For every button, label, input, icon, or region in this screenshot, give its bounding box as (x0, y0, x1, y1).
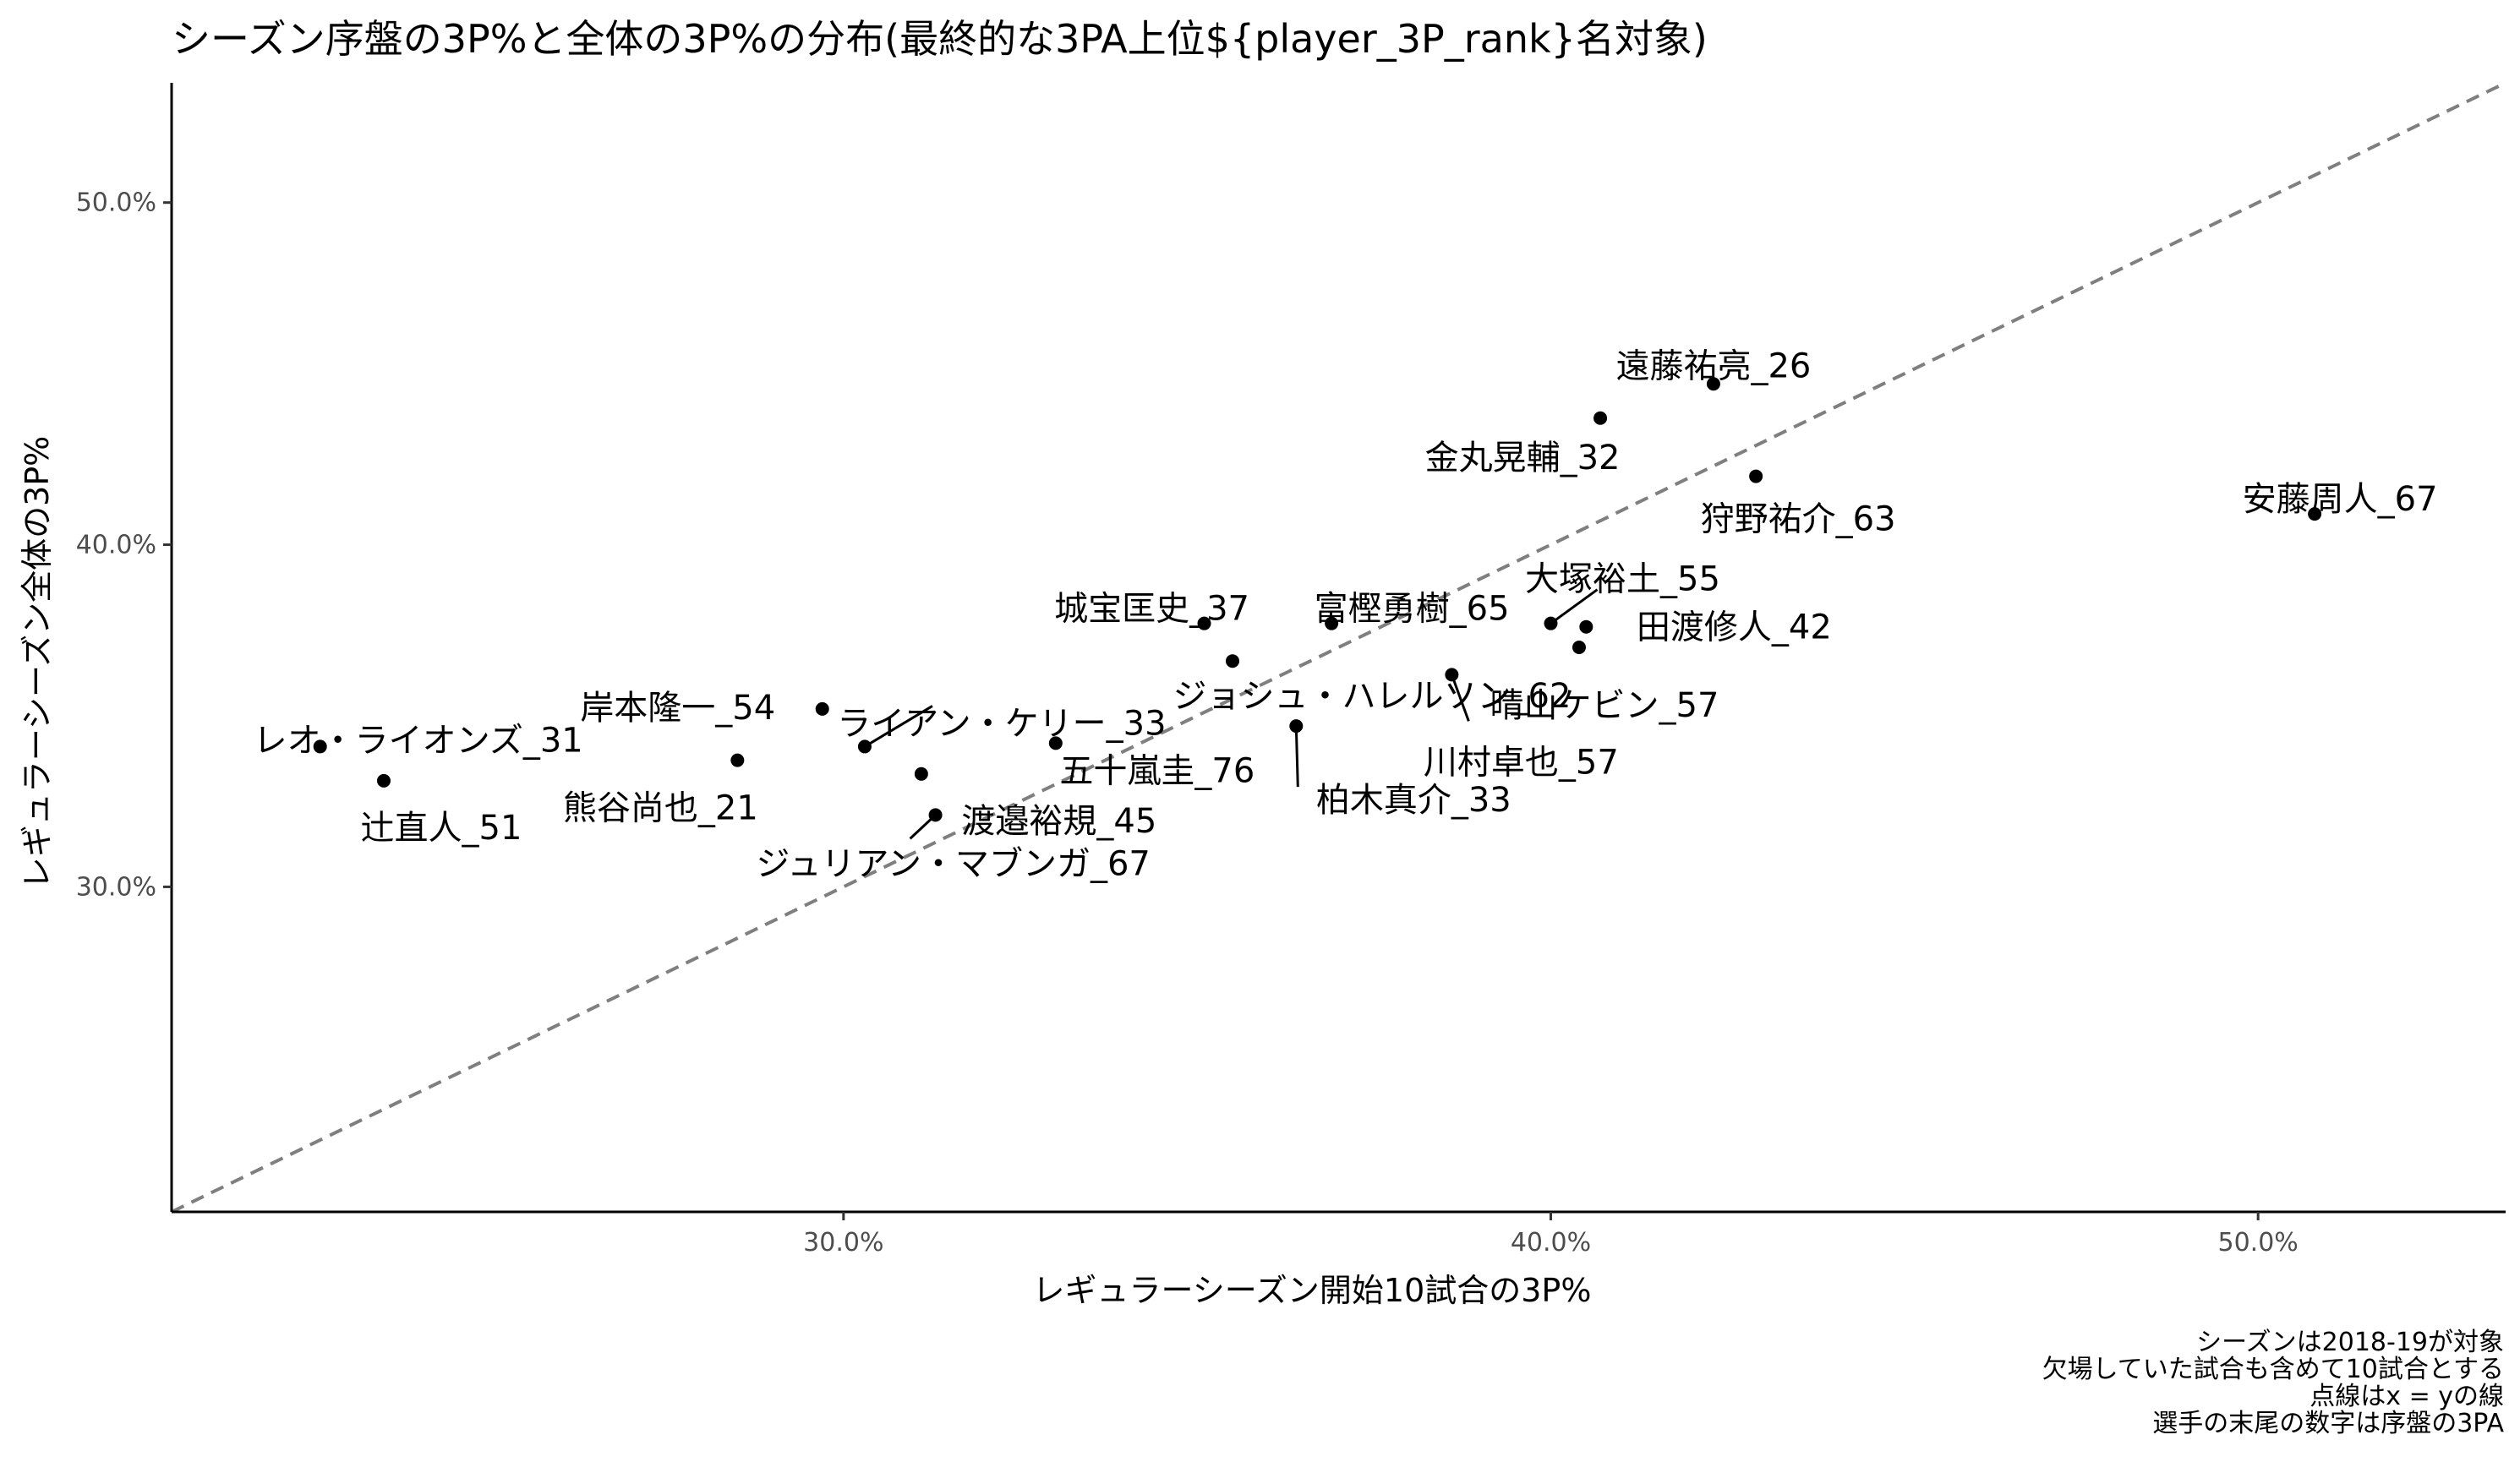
data-point-label: 金丸晃輔_32 (1425, 439, 1621, 477)
point-label-connector (864, 705, 933, 748)
data-point-label: 辻直人_51 (361, 809, 522, 848)
data-point (377, 773, 391, 788)
data-point-label: 熊谷尚也_21 (563, 789, 758, 828)
data-point-label: 柏木真介_33 (1316, 781, 1511, 820)
y-tick-label: 40.0% (76, 531, 156, 560)
data-point-label: 遠藤祐亮_26 (1615, 346, 1811, 385)
data-point (2308, 507, 2322, 521)
data-point-label: 岸本隆一_54 (580, 689, 775, 728)
data-point (1749, 469, 1763, 483)
data-point (1445, 668, 1459, 682)
data-point (1579, 619, 1593, 634)
data-point-label: 五十嵐圭_76 (1059, 751, 1255, 790)
x-tick-label: 40.0% (1511, 1228, 1591, 1258)
data-point-label: ジュリアン・マブンガ_67 (756, 844, 1151, 883)
x-tick-label: 50.0% (2218, 1228, 2299, 1258)
point-label-connector (1294, 726, 1299, 788)
y-tick-label: 50.0% (76, 188, 156, 218)
data-point (914, 767, 928, 781)
y-axis-title: レギュラーシーズン全体の3P% (19, 436, 56, 890)
caption-line: 点線はx = yの線 (2310, 1382, 2504, 1411)
x-tick-label: 30.0% (803, 1228, 883, 1258)
data-point (1226, 654, 1239, 668)
plot-area: 30.0% 40.0% 50.0% 30.0% 40.0% 50.0% 遠藤祐亮_26 金丸晃… (76, 81, 2506, 1258)
data-point (857, 739, 872, 754)
data-point-label: 狩野祐介_63 (1701, 500, 1896, 539)
data-point (1572, 641, 1586, 654)
caption-line: シーズンは2018-19が対象 (2196, 1328, 2504, 1357)
data-point-label: 富樫勇樹_65 (1315, 590, 1510, 629)
data-point-label: 田渡修人_42 (1637, 608, 1832, 647)
data-point (1706, 377, 1720, 391)
data-point-label: 晴山ケビン_57 (1490, 686, 1719, 725)
data-point-label: 渡邉裕規_45 (961, 802, 1156, 841)
data-point-label: 大塚裕土_55 (1525, 560, 1720, 599)
x-axis-title: レギュラーシーズン開始10試合の3P% (1033, 1272, 1592, 1309)
reference-line-x-equals-y (171, 81, 2506, 1214)
point-label-connector (1450, 674, 1470, 722)
point-label-connector (1550, 588, 1599, 625)
data-point-label: ライアン・ケリー_33 (837, 704, 1166, 743)
data-point (1048, 736, 1063, 750)
data-point (815, 701, 829, 716)
data-point-label: 城宝匡史_37 (1054, 590, 1249, 629)
data-point (928, 808, 943, 822)
y-tick-label: 30.0% (76, 872, 156, 902)
data-point-label: レオ・ライオンズ_31 (254, 721, 583, 760)
data-point-label: 川村卓也_57 (1424, 743, 1619, 782)
caption-line: 欠場していた試合も含めて10試合とする (2042, 1355, 2504, 1384)
data-point-label: 安藤周人_67 (2243, 480, 2438, 519)
data-point (1197, 616, 1211, 630)
data-point (1289, 719, 1304, 734)
data-point (1544, 616, 1558, 630)
data-point (730, 753, 745, 767)
data-point (1593, 411, 1608, 425)
chart-title: シーズン序盤の3P%と全体の3P%の分布(最終的な3PA上位${player_3… (172, 16, 1708, 62)
data-point-label: ジョシュ・ハレルソン_62 (1173, 677, 1572, 716)
caption-line: 選手の末尾の数字は序盤の3PA (2152, 1409, 2504, 1438)
data-point (1325, 616, 1339, 630)
data-point (313, 739, 327, 754)
